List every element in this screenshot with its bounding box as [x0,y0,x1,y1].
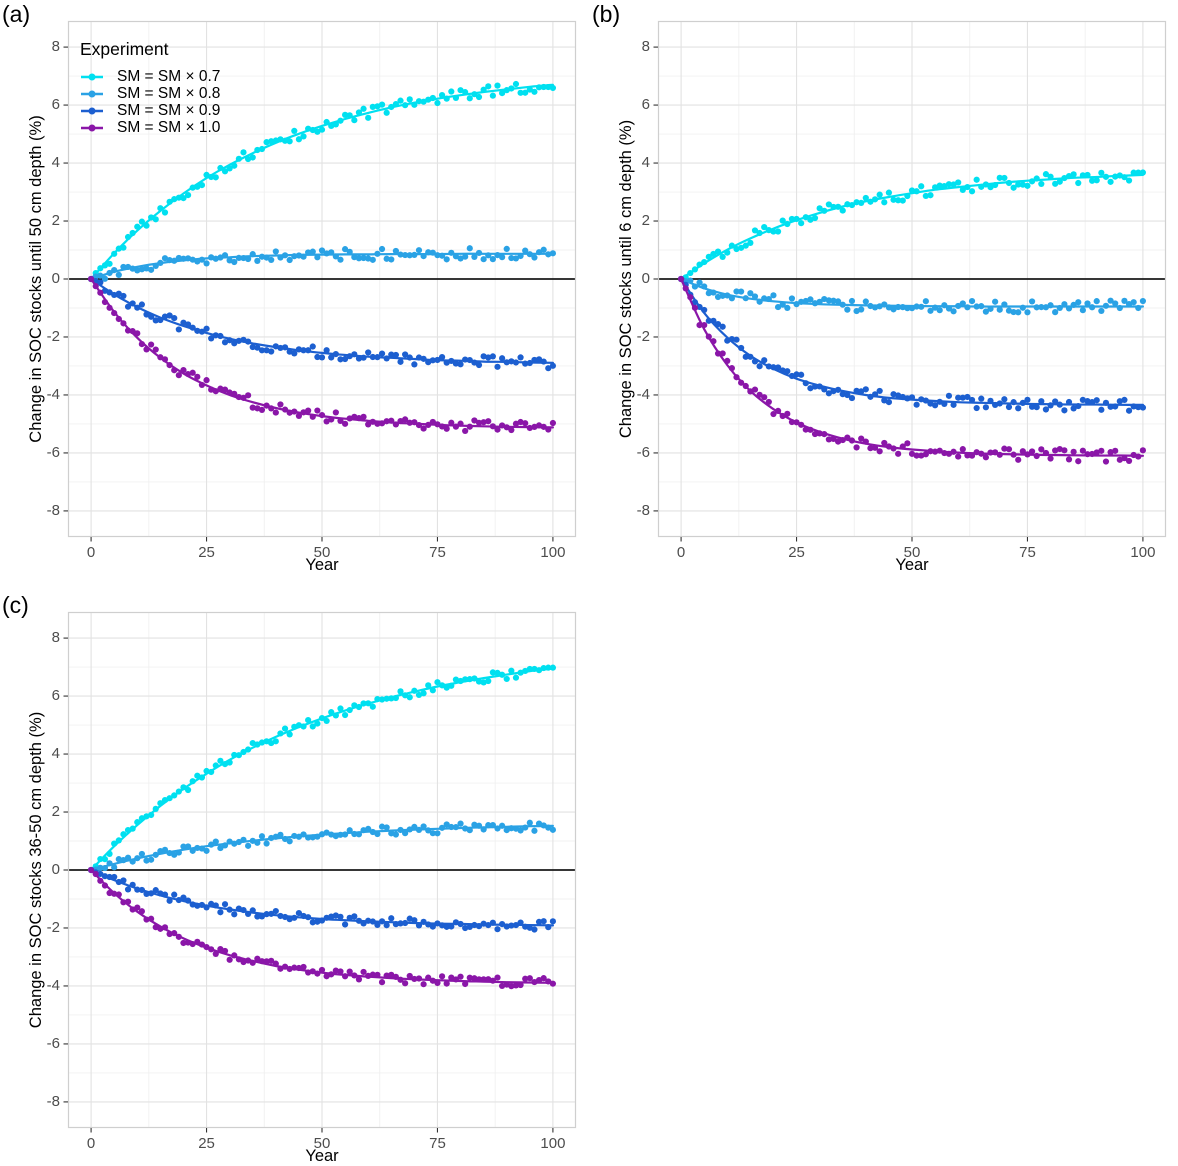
x-tick-label: 50 [313,544,331,561]
legend-entries: SM = SM × 0.7 SM = SM × 0.8 SM = SM × 0.… [80,68,220,136]
x-tick-label: 0 [86,1135,96,1152]
panel-label-c: (c) [2,592,29,618]
x-tick-label: 25 [198,544,215,561]
y-tick-label: 0 [641,270,650,287]
series-1.0 [677,275,1147,465]
series-0.9 [87,275,557,372]
legend-entry-sm09: SM = SM × 0.9 [80,102,220,119]
panel-label-b: (b) [592,1,621,27]
legend-entry-sm10: SM = SM × 1.0 [80,119,220,136]
x-tick-label: 0 [676,544,686,561]
y-tick-label: -8 [46,501,60,519]
x-axis-title-a: Year [305,556,339,574]
y-tick-label: 8 [51,38,60,56]
series-0.7 [677,169,1147,283]
y-tick-label: -6 [46,1034,60,1052]
x-axis-title-b: Year [895,556,929,574]
y-tick-label: -8 [46,1092,60,1110]
series-0.9 [87,866,557,933]
y-tick-label: -2 [636,327,650,345]
y-tick-label: 2 [51,803,60,821]
legend-entry-label: SM = SM × 0.8 [117,84,221,102]
y-tick-label: 6 [641,96,650,114]
x-tick-label: 25 [198,1135,215,1152]
series-0.8 [677,275,1147,316]
y-tick-label: -4 [46,976,60,994]
x-tick-label: 25 [788,544,805,561]
x-axis-title-c: Year [305,1147,339,1165]
y-tick-label: 4 [51,745,60,763]
y-tick-label: 0 [51,861,60,878]
y-tick-label: -8 [636,501,650,519]
y-tick-label: 8 [51,629,60,647]
series-0.7 [87,80,557,283]
legend-title: Experiment [80,39,169,59]
series-0.8 [87,819,557,874]
y-tick-label: 8 [641,38,650,56]
chart-panel-a [63,20,577,542]
x-tick-label: 100 [1130,544,1156,561]
x-tick-label: 100 [540,544,566,561]
legend-key-line-dot-icon [81,107,103,114]
x-tick-label: 75 [429,544,446,561]
legend-entry-label: SM = SM × 0.9 [117,101,221,119]
chart-panel-b [653,20,1167,542]
y-tick-label: 2 [51,212,60,230]
legend-entry-label: SM = SM × 0.7 [117,67,221,85]
legend-entry-sm07: SM = SM × 0.7 [80,68,220,85]
y-tick-label: 2 [641,212,650,230]
y-tick-label: 4 [641,154,650,172]
y-tick-label: -4 [46,385,60,403]
legend-key-line-dot-icon [81,73,103,80]
y-tick-label: -2 [46,327,60,345]
series-0.9 [677,275,1147,414]
legend-key-line-dot-icon [81,124,103,131]
y-tick-label: -2 [46,918,60,936]
series-0.7 [87,664,557,874]
y-tick-label: -6 [46,443,60,461]
legend-entry-label: SM = SM × 1.0 [117,118,221,136]
x-tick-label: 0 [86,544,96,561]
legend-entry-sm08: SM = SM × 0.8 [80,85,220,102]
y-tick-label: 6 [51,687,60,705]
series-1.0 [87,866,557,990]
legend-key-line-dot-icon [81,90,103,97]
y-tick-label: 6 [51,96,60,114]
x-tick-label: 75 [429,1135,446,1152]
y-tick-label: -4 [636,385,650,403]
y-tick-label: 0 [51,270,60,287]
x-tick-label: 50 [903,544,921,561]
x-tick-label: 100 [540,1135,566,1152]
panel-label-a: (a) [2,1,31,27]
legend: Experiment SM = SM × 0.7 SM = SM × 0.8 S… [80,36,220,136]
series-1.0 [87,275,557,435]
x-tick-label: 75 [1019,544,1036,561]
x-tick-label: 50 [313,1135,331,1152]
y-tick-label: 4 [51,154,60,172]
y-tick-label: -6 [636,443,650,461]
chart-panel-c [63,611,577,1133]
